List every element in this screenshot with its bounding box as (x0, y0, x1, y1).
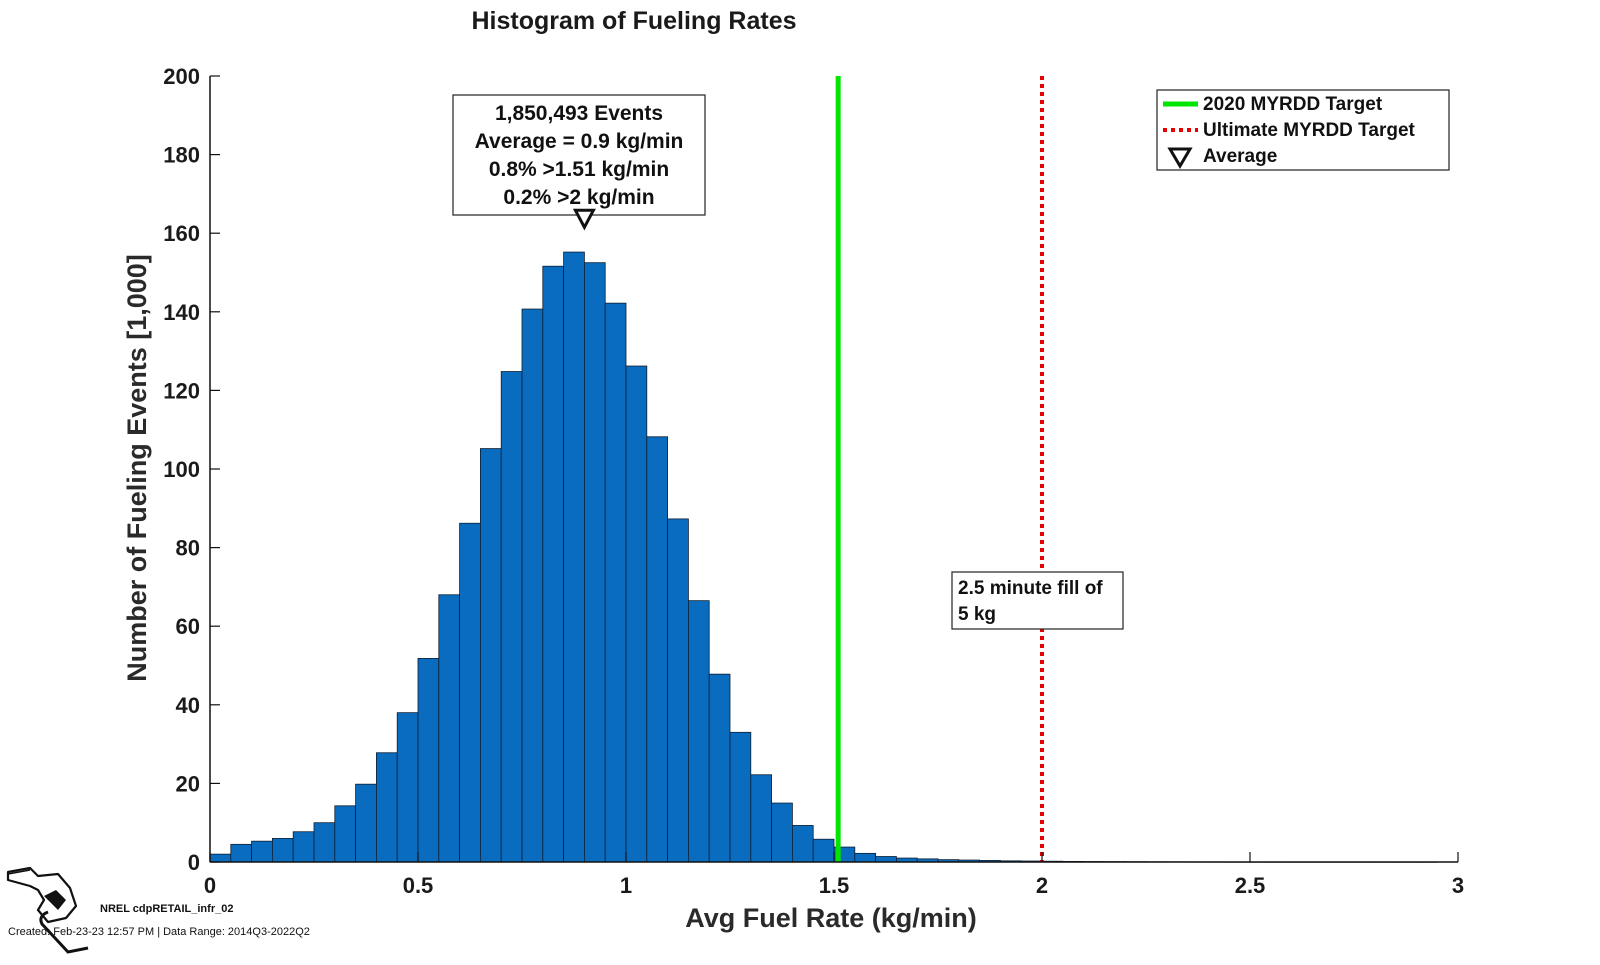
x-tick-label: 2 (1036, 873, 1048, 898)
histogram-bar (876, 856, 897, 862)
ticks-group: 0 20 40 60 80 100 120 140 160 180 200 0 0.5 1 1.5 2 2.5 3 (163, 64, 1464, 898)
x-tick-label: 1 (620, 873, 632, 898)
histogram-bar (668, 519, 689, 862)
histogram-bar (813, 839, 834, 862)
y-tick-label: 40 (176, 693, 200, 718)
histogram-bar (272, 838, 293, 862)
histogram-bar (626, 366, 647, 862)
annotation-pct-151: 0.8% >1.51 kg/min (489, 158, 669, 181)
chart-title: Histogram of Fueling Rates (471, 7, 796, 35)
histogram-bar (688, 601, 709, 862)
y-tick-label: 140 (163, 300, 200, 325)
histogram-bar (792, 825, 813, 862)
y-tick-label: 60 (176, 614, 200, 639)
histogram-bar (522, 309, 543, 862)
fuel-nozzle-icon (8, 868, 88, 952)
histogram-bar (231, 844, 252, 862)
annotation-box-summary: 1,850,493 Events Average = 0.9 kg/min 0.… (453, 95, 705, 215)
annotation-pct-2: 0.2% >2 kg/min (503, 186, 654, 209)
average-marker (575, 210, 593, 227)
footer-created: Created: Feb-23-23 12:57 PM | Data Range… (8, 926, 310, 938)
histogram-bar (314, 823, 335, 862)
y-tick-label: 200 (163, 64, 200, 89)
x-tick-label: 2.5 (1235, 873, 1266, 898)
x-tick-label: 0 (204, 873, 216, 898)
histogram-bar (480, 449, 501, 862)
histogram-bar (356, 784, 377, 862)
y-tick-label: 100 (163, 457, 200, 482)
histogram-bar (210, 854, 231, 862)
annotation-box-target: 2.5 minute fill of 5 kg (952, 572, 1123, 629)
x-tick-label: 1.5 (819, 873, 850, 898)
histogram-bar (647, 437, 668, 862)
histogram-bar (376, 753, 397, 862)
legend-label-average: Average (1203, 146, 1277, 167)
histogram-bar (730, 732, 751, 862)
histogram-bar (501, 372, 522, 862)
y-tick-label: 120 (163, 378, 200, 403)
histogram-bar (605, 303, 626, 862)
histogram-bar (543, 266, 564, 862)
histogram-bar (709, 674, 730, 862)
histogram-bar (293, 832, 314, 862)
histogram-bar (460, 523, 481, 862)
annotation-events: 1,850,493 Events (495, 102, 663, 125)
footer-source: NREL cdpRETAIL_infr_02 (100, 903, 233, 915)
y-tick-label: 160 (163, 221, 200, 246)
x-axis-label: Avg Fuel Rate (kg/min) (685, 903, 977, 933)
x-tick-label: 0.5 (403, 873, 434, 898)
annotation-target-line1: 2.5 minute fill of (958, 578, 1103, 599)
y-tick-label: 20 (176, 771, 200, 796)
annotation-average: Average = 0.9 kg/min (475, 130, 684, 153)
histogram-bar (397, 713, 418, 862)
histogram-bar (564, 252, 585, 862)
bars-group (210, 252, 1437, 862)
x-tick-label: 3 (1452, 873, 1464, 898)
y-tick-label: 0 (188, 850, 200, 875)
y-axis-label: Number of Fueling Events [1,000] (122, 254, 152, 682)
histogram-bar (855, 853, 876, 862)
y-tick-label: 180 (163, 143, 200, 168)
histogram-bar (439, 595, 460, 862)
histogram-bar (335, 806, 356, 862)
legend-label-ultimate-target: Ultimate MYRDD Target (1203, 120, 1416, 141)
y-tick-label: 80 (176, 536, 200, 561)
histogram-bar (252, 841, 273, 862)
histogram-bar (418, 658, 439, 862)
legend: 2020 MYRDD Target Ultimate MYRDD Target … (1157, 90, 1449, 170)
reference-lines-group (838, 76, 1042, 862)
legend-label-2020-target: 2020 MYRDD Target (1203, 94, 1383, 115)
histogram-bar (584, 263, 605, 862)
histogram-bar (751, 775, 772, 862)
histogram-bar (772, 803, 793, 862)
annotation-target-line2: 5 kg (958, 604, 996, 625)
average-triangle-icon (575, 210, 593, 227)
